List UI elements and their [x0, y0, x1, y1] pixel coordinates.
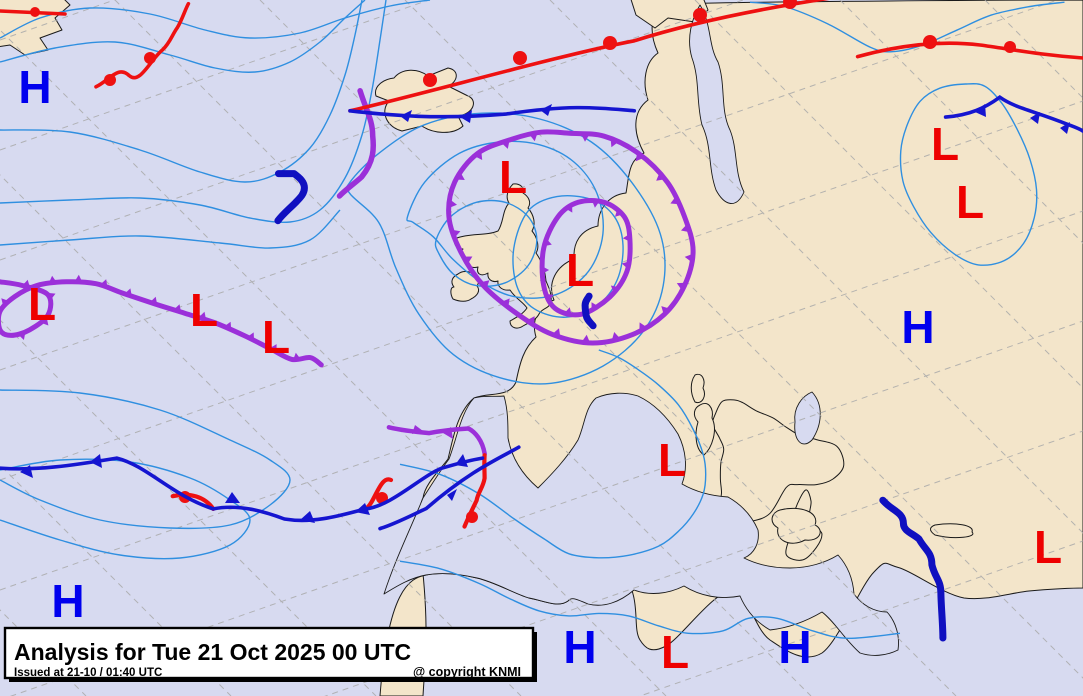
- svg-text:H: H: [901, 301, 934, 353]
- svg-text:L: L: [566, 244, 594, 296]
- svg-text:H: H: [18, 61, 51, 113]
- svg-text:L: L: [661, 626, 689, 678]
- svg-text:L: L: [1034, 521, 1062, 573]
- svg-text:L: L: [28, 278, 56, 330]
- svg-text:L: L: [190, 284, 218, 336]
- svg-text:Issued at 21-10 / 01:40 UTC: Issued at 21-10 / 01:40 UTC: [14, 667, 162, 679]
- svg-text:@ copyright KNMI: @ copyright KNMI: [413, 665, 521, 679]
- svg-text:H: H: [51, 575, 84, 627]
- svg-text:L: L: [956, 176, 984, 228]
- svg-text:H: H: [778, 621, 811, 673]
- svg-text:L: L: [931, 118, 959, 170]
- svg-text:H: H: [563, 621, 596, 673]
- svg-text:Analysis for Tue 21 Oct 2025 0: Analysis for Tue 21 Oct 2025 00 UTC: [14, 639, 411, 665]
- svg-text:L: L: [262, 311, 290, 363]
- svg-text:L: L: [499, 151, 527, 203]
- svg-text:L: L: [658, 434, 686, 486]
